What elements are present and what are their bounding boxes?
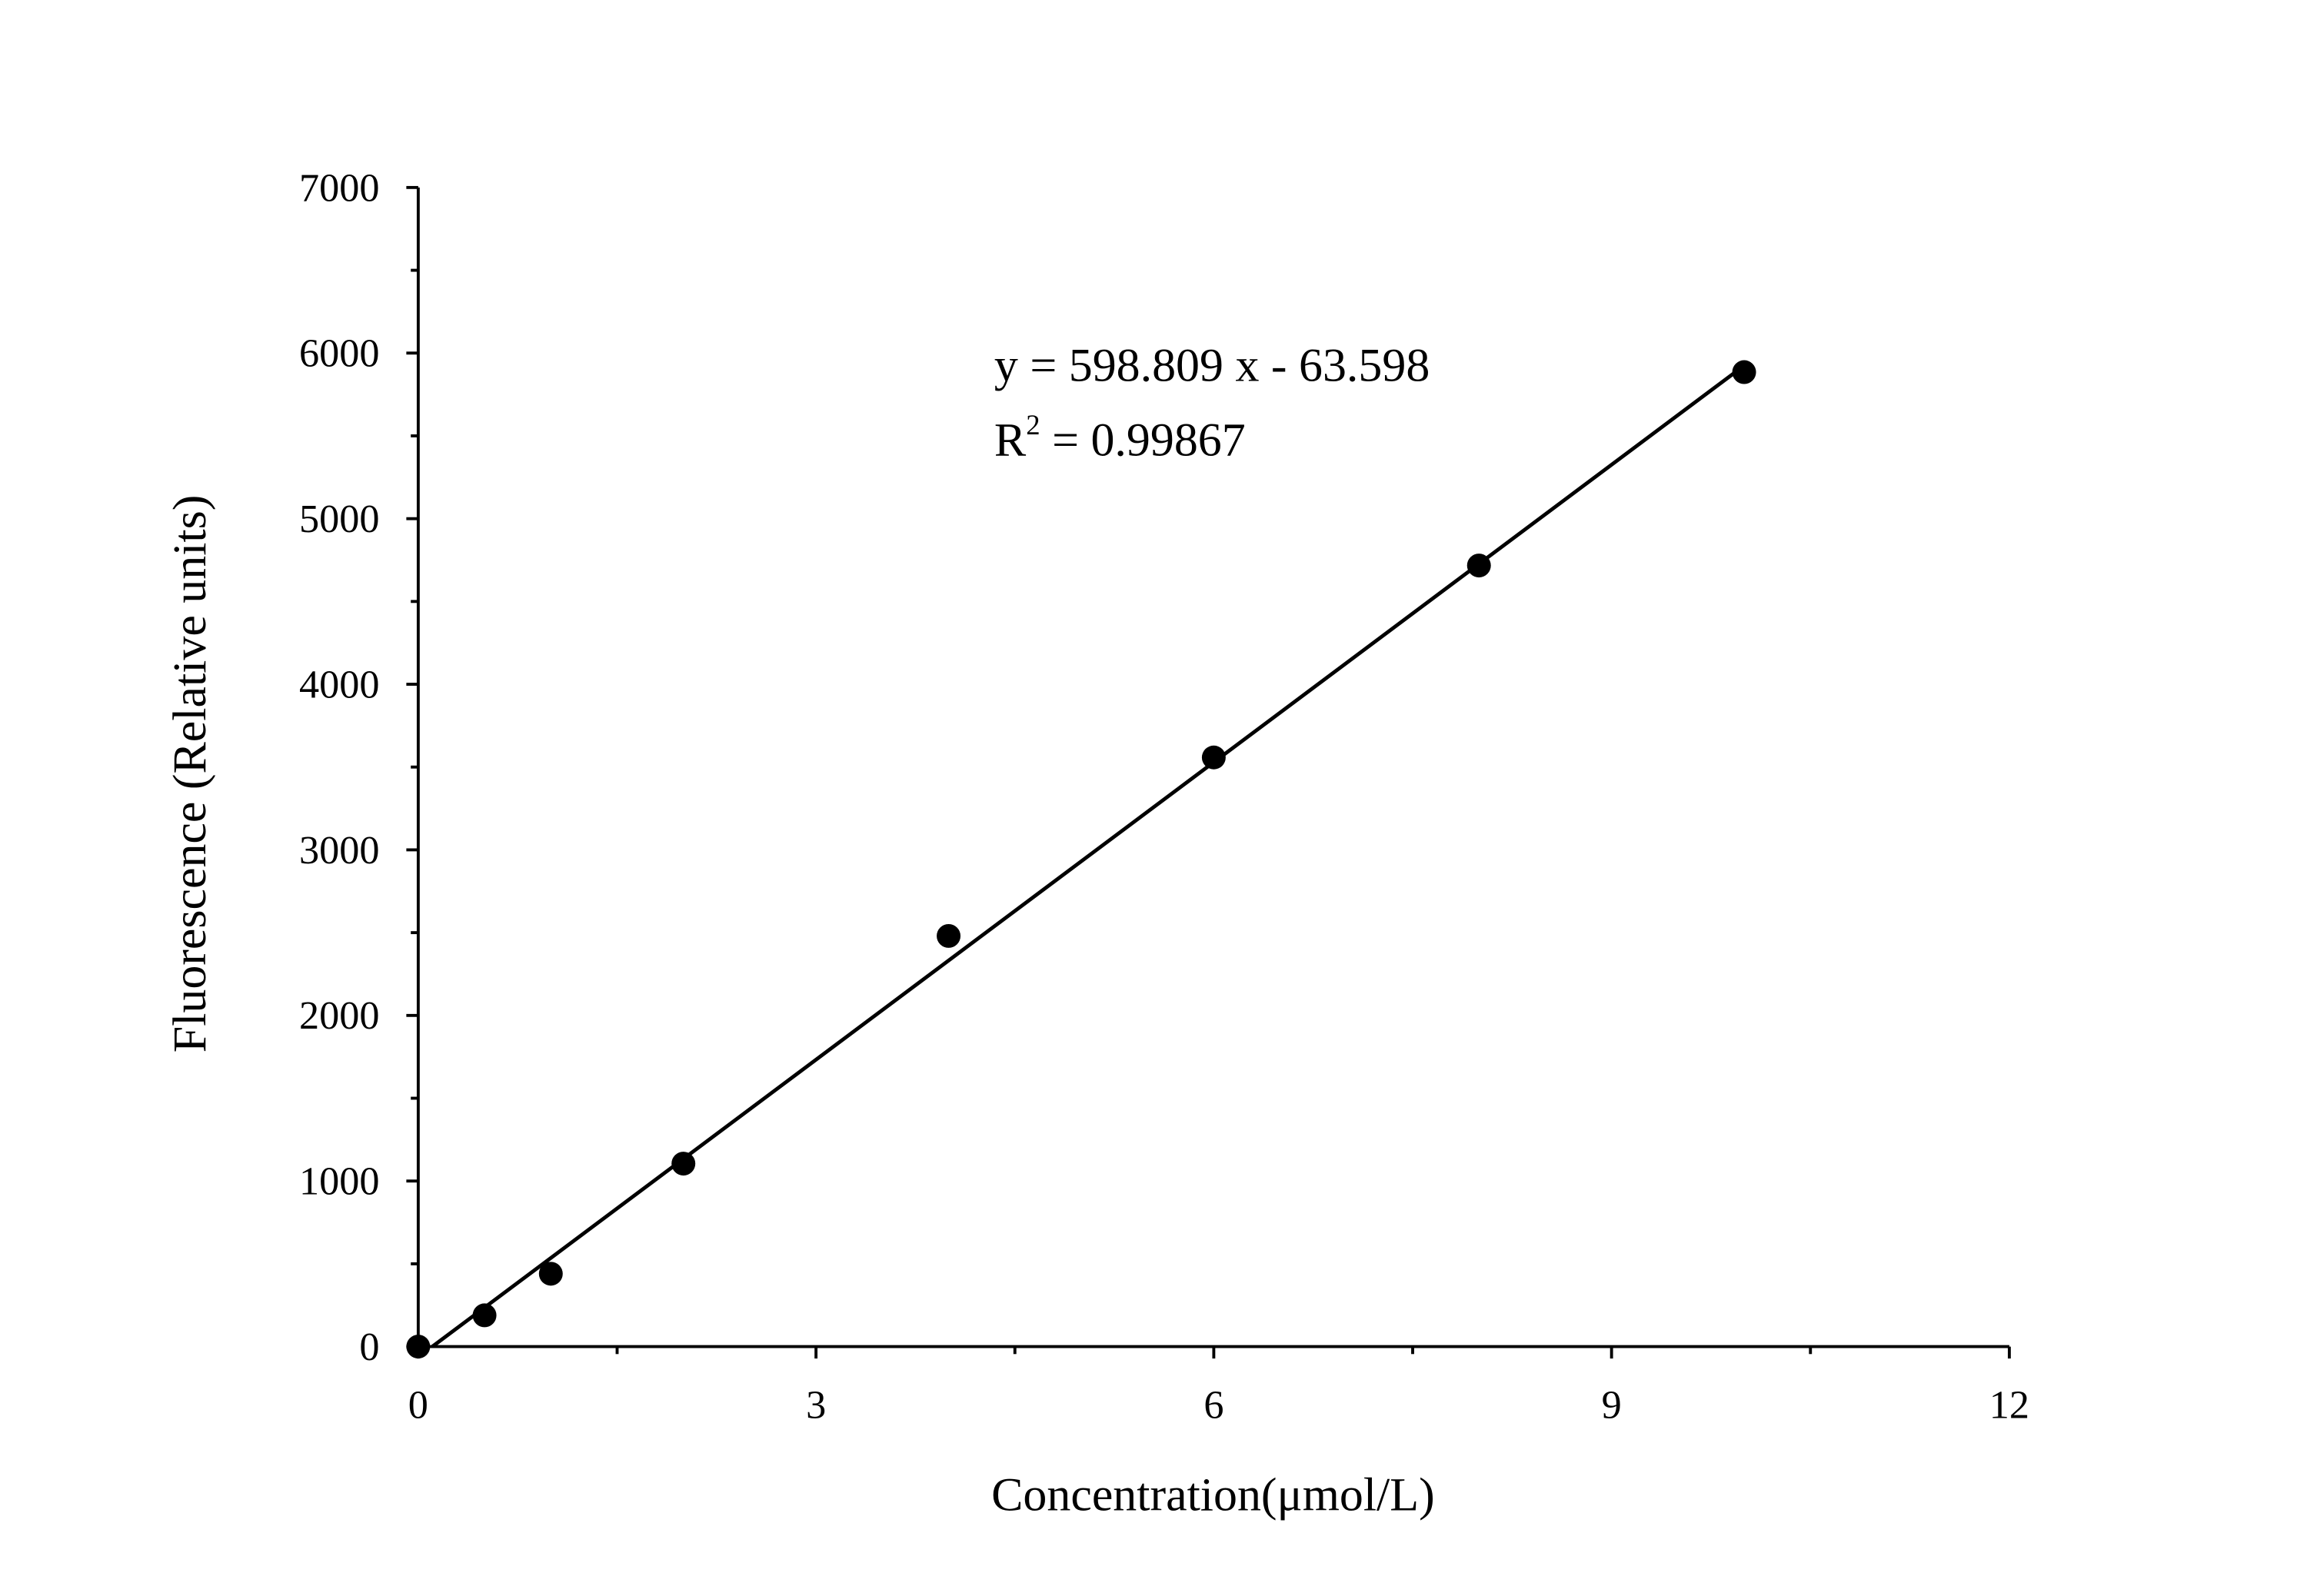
x-axis-title: Concentration(μmol/L)	[991, 1469, 1435, 1521]
y-tick-label: 4000	[299, 662, 380, 707]
data-point	[1201, 745, 1226, 770]
y-tick-label: 7000	[299, 165, 380, 210]
data-point	[1732, 360, 1756, 384]
y-tick-label: 0	[359, 1325, 379, 1369]
data-point	[472, 1303, 497, 1328]
data-point	[406, 1335, 431, 1359]
x-tick-label: 0	[408, 1383, 428, 1428]
fit-line	[431, 364, 1746, 1348]
data-point	[538, 1262, 563, 1286]
x-tick-label: 9	[1602, 1383, 1622, 1428]
data-point	[937, 923, 961, 948]
y-tick-label: 6000	[299, 331, 380, 376]
y-tick-label: 5000	[299, 497, 380, 541]
annotation: y = 598.809 x - 63.598	[994, 339, 1430, 391]
x-tick-label: 12	[1989, 1383, 2029, 1428]
annotation-part: = 0.99867	[1040, 414, 1246, 466]
data-point	[671, 1152, 696, 1176]
annotation-part: 2	[1026, 409, 1040, 441]
y-tick-label: 2000	[299, 993, 380, 1038]
y-tick-label: 1000	[299, 1159, 380, 1204]
x-tick-label: 6	[1203, 1383, 1223, 1428]
annotation: R2 = 0.99867	[994, 409, 1246, 466]
y-tick-label: 3000	[299, 828, 380, 873]
y-axis-title: Fluorescence (Relative units)	[164, 495, 216, 1053]
x-tick-label: 3	[806, 1383, 826, 1428]
annotation-part: R	[994, 414, 1027, 466]
data-point	[1466, 554, 1491, 578]
